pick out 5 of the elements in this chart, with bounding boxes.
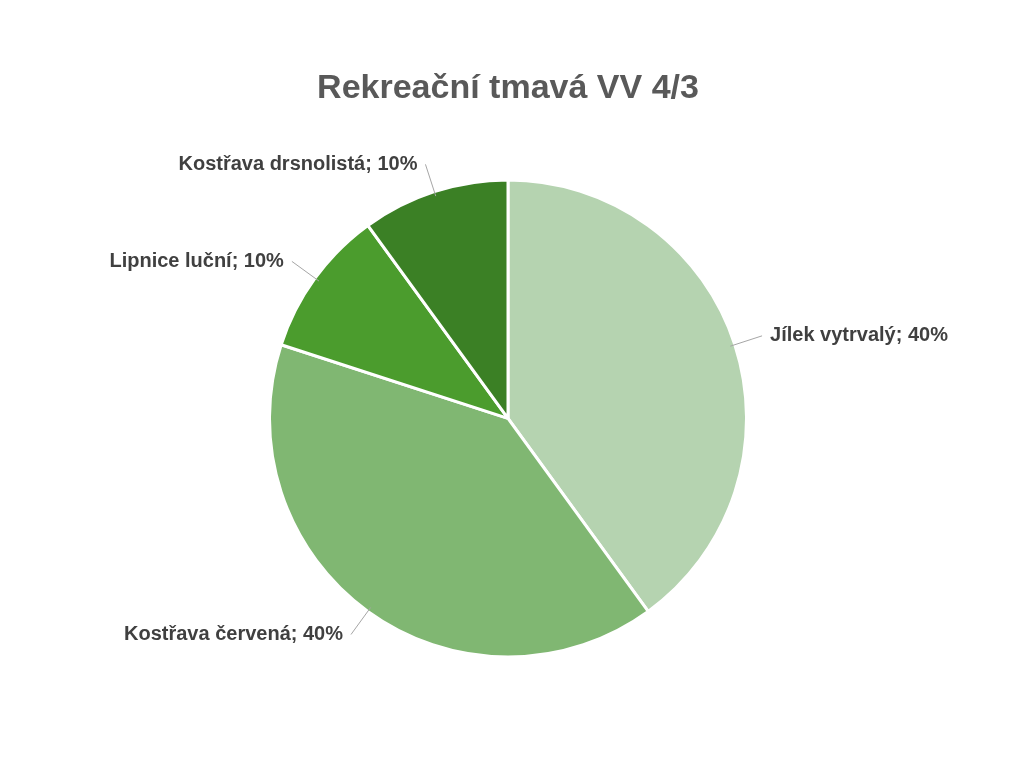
slice-label: Jílek vytrvalý; 40% xyxy=(770,323,949,346)
slice-label: Lipnice luční; 10% xyxy=(109,248,285,271)
slice-label: Kostřava červená; 40% xyxy=(123,622,344,645)
chart-title: Rekreační tmavá VV 4/3 xyxy=(317,66,699,105)
slice-label: Kostřava drsnolistá; 10% xyxy=(178,151,418,174)
